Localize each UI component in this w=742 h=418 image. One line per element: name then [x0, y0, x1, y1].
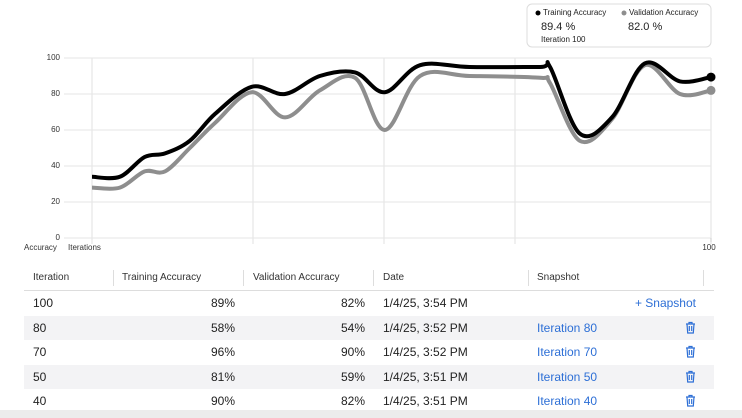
column-separator — [113, 270, 114, 286]
table: Iteration Training Accuracy Validation Acc… — [24, 266, 714, 414]
y-tick-label: 100 — [47, 53, 61, 62]
table-cell: 82% — [340, 296, 365, 310]
table-cell: 82% — [340, 394, 365, 409]
x-axis-label: Iterations — [68, 243, 101, 252]
snapshot-link[interactable]: Iteration 70 — [537, 345, 598, 360]
snapshot-link[interactable]: Iteration 80 — [537, 320, 598, 335]
y-tick-label: 40 — [51, 161, 60, 170]
series-line — [91, 63, 712, 191]
column-separator — [373, 270, 374, 286]
table-cell: 50 — [33, 369, 47, 384]
table-cell: 1/4/25, 3:51 PM — [383, 369, 468, 384]
end-point — [706, 72, 716, 82]
table-cell: 100 — [33, 296, 54, 310]
tooltip-value: 82.0 % — [628, 21, 662, 33]
table-header: Iteration Training Accuracy Validation Acc… — [24, 266, 714, 291]
table-cell: 59% — [340, 369, 365, 384]
table-row: 70 96% 90% 1/4/25, 3:52 PM Iteration 70 — [24, 340, 714, 365]
tooltip — [526, 3, 712, 48]
y-tick-label: 60 — [51, 125, 60, 134]
delete-button[interactable] — [685, 321, 696, 334]
x-tick-label: 100 — [702, 243, 716, 252]
column-header: Training Accuracy — [122, 272, 202, 283]
legend-label: Validation Accuracy — [629, 8, 698, 17]
tooltip-iteration: Iteration 100 — [541, 35, 586, 44]
y-tick-label: 0 — [56, 233, 61, 242]
column-header: Validation Accuracy — [253, 272, 340, 283]
y-axis-label: Accuracy — [24, 243, 57, 252]
column-separator — [703, 270, 704, 286]
chart: Accuracy Iterations 0 20 40 60 80 100 100 Train… — [24, 3, 716, 252]
legend-dot — [535, 10, 541, 16]
delete-button[interactable] — [685, 394, 696, 407]
tooltip-value: 89.4 % — [541, 21, 575, 33]
y-tick-label: 20 — [51, 197, 60, 206]
table-row: 80 58% 54% 1/4/25, 3:52 PM Iteration 80 — [24, 315, 714, 341]
table-cell: 58% — [210, 320, 235, 335]
column-header: Date — [383, 272, 405, 283]
y-tick-label: 80 — [51, 89, 60, 98]
column-separator — [243, 270, 244, 286]
delete-button[interactable] — [685, 345, 696, 358]
footer-bar — [0, 410, 742, 418]
series-line — [91, 60, 712, 181]
column-header: Iteration — [33, 272, 70, 283]
table-cell: 1/4/25, 3:52 PM — [383, 345, 468, 360]
end-point — [706, 85, 716, 95]
table-cell: 80 — [33, 320, 47, 335]
legend-dot — [621, 10, 627, 16]
table-cell: 89% — [210, 296, 235, 310]
table-row: 40 90% 82% 1/4/25, 3:51 PM Iteration 40 — [24, 389, 714, 414]
column-header: Snapshot — [537, 272, 580, 283]
table-cell: 54% — [340, 320, 365, 335]
snapshot-link[interactable]: Iteration 40 — [537, 394, 598, 409]
snapshot-link[interactable]: + Snapshot — [634, 296, 696, 310]
table-cell: 90% — [210, 394, 235, 409]
table-cell: 1/4/25, 3:52 PM — [383, 320, 468, 335]
table-cell: 1/4/25, 3:54 PM — [383, 296, 468, 310]
table-cell: 1/4/25, 3:51 PM — [383, 394, 468, 409]
legend-label: Training Accuracy — [543, 8, 606, 17]
table-cell: 40 — [33, 394, 47, 409]
snapshot-link[interactable]: Iteration 50 — [537, 369, 598, 384]
table-cell: 96% — [210, 345, 235, 360]
table-cell: 90% — [340, 345, 365, 360]
table-cell: 81% — [210, 369, 235, 384]
column-separator — [528, 270, 529, 286]
table-cell: 70 — [33, 345, 47, 360]
delete-button[interactable] — [685, 370, 696, 383]
table-row: 100 89% 82% 1/4/25, 3:54 PM + Snapshot — [24, 291, 714, 316]
table-row: 50 81% 59% 1/4/25, 3:51 PM Iteration 50 — [24, 364, 714, 390]
